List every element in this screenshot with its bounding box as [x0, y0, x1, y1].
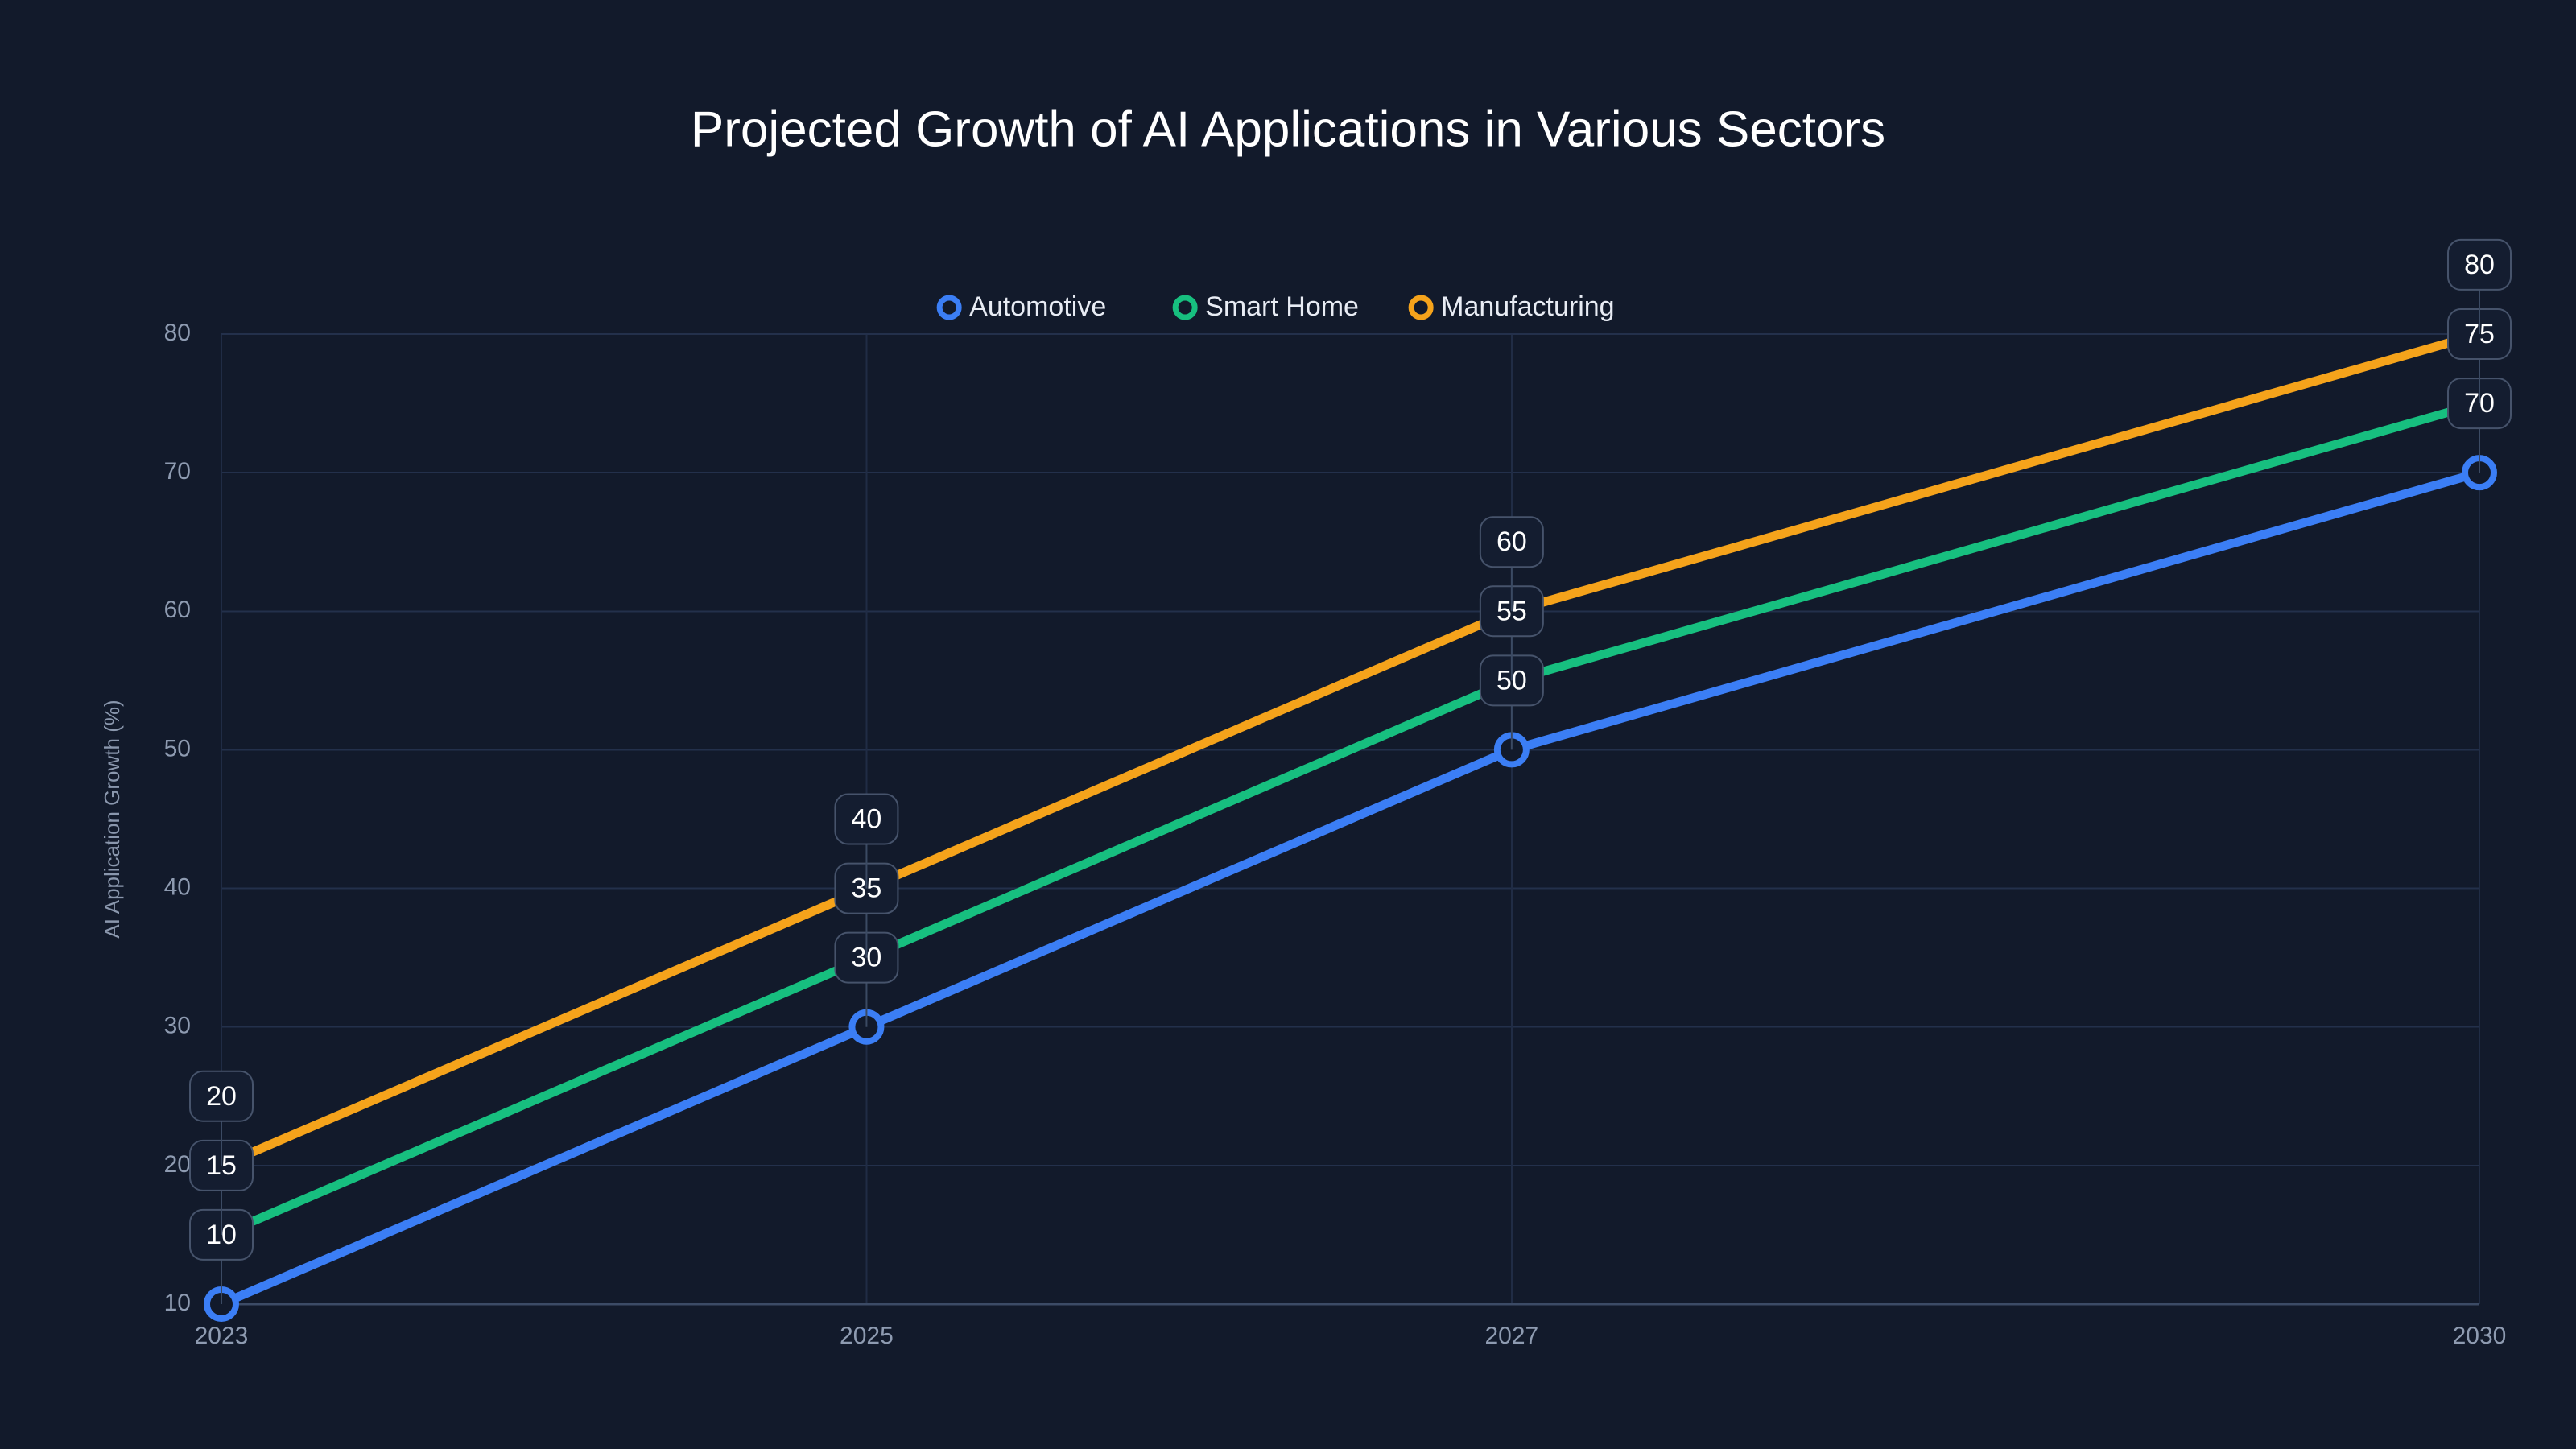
y-tick-label: 80	[164, 320, 191, 346]
y-tick-label: 20	[164, 1151, 191, 1178]
x-axis-tick-labels: 2023 2025 2027 2030	[195, 1323, 2507, 1349]
series-line-manufacturing	[217, 329, 2484, 1170]
chart-title: Projected Growth of AI Applications in V…	[691, 101, 1885, 157]
y-axis-title: AI Application Growth (%)	[100, 700, 124, 938]
y-tick-label: 50	[164, 735, 191, 762]
x-tick-label: 2025	[840, 1323, 894, 1349]
data-label: 40	[834, 793, 899, 889]
legend-item-smart-home[interactable]: Smart Home	[1172, 291, 1359, 322]
y-tick-label: 30	[164, 1013, 191, 1039]
y-axis-tick-labels: 10 20 30 40 50 60 70 80	[164, 320, 191, 1316]
series-line-smart-home	[217, 398, 2484, 1240]
y-tick-label: 10	[164, 1290, 191, 1316]
legend-label: Manufacturing	[1441, 291, 1614, 322]
data-label: 20	[189, 1070, 254, 1166]
data-label: 80	[2447, 238, 2512, 334]
x-tick-label: 2023	[195, 1323, 249, 1349]
x-tick-label: 2027	[1484, 1323, 1538, 1349]
data-label-text: 80	[2464, 250, 2495, 280]
data-label-box	[189, 1070, 254, 1122]
data-label-text: 20	[206, 1081, 237, 1112]
data-label-text: 40	[852, 803, 882, 834]
data-label-box	[2447, 238, 2512, 291]
legend-marker-icon	[1408, 295, 1434, 320]
y-tick-label: 60	[164, 597, 191, 623]
data-label: 60	[1479, 516, 1544, 612]
legend-item-automotive[interactable]: Automotive	[936, 291, 1106, 322]
data-label-box	[834, 793, 899, 845]
y-tick-label: 70	[164, 458, 191, 485]
legend-marker-icon	[936, 295, 962, 320]
y-tick-label: 40	[164, 873, 191, 900]
chart-legend[interactable]: Automotive Smart Home Manufacturing	[936, 291, 1615, 322]
legend-marker-icon	[1172, 295, 1198, 320]
series-line-automotive	[217, 468, 2484, 1309]
data-label-box	[1479, 516, 1544, 568]
legend-label: Automotive	[969, 291, 1106, 322]
series-lines-group	[217, 329, 2484, 1309]
legend-item-manufacturing[interactable]: Manufacturing	[1408, 291, 1615, 322]
x-tick-label: 2030	[2453, 1323, 2507, 1349]
data-label-text: 60	[1496, 526, 1527, 557]
legend-label: Smart Home	[1205, 291, 1359, 322]
